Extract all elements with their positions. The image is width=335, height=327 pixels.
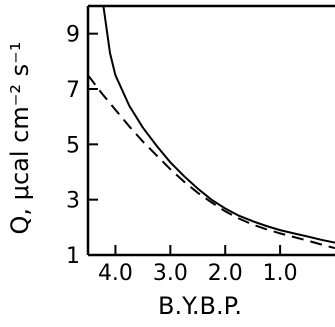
y-tick-label: 3 — [66, 189, 80, 214]
y-tick-label: 7 — [66, 78, 80, 103]
series-layer — [87, 5, 335, 250]
ticks-layer: 4.0 3.0 2.0 1.0 1 3 5 7 9 — [66, 23, 298, 286]
y-tick-label: 5 — [66, 133, 80, 158]
series-line-solid — [102, 5, 335, 244]
plot-area — [86, 4, 335, 257]
y-tick-label: 1 — [66, 244, 80, 269]
x-tick-label: 4.0 — [98, 261, 133, 286]
x-axis-label: B.Y.B.P. — [158, 292, 242, 320]
x-tick-label: 1.0 — [263, 261, 298, 286]
x-tick-label: 2.0 — [208, 261, 243, 286]
y-axis-label: Q, μcal cm⁻² s⁻¹ — [6, 42, 34, 235]
y-tick-label: 9 — [66, 23, 80, 48]
series-line-dashed — [87, 74, 335, 250]
x-tick-label: 3.0 — [153, 261, 188, 286]
